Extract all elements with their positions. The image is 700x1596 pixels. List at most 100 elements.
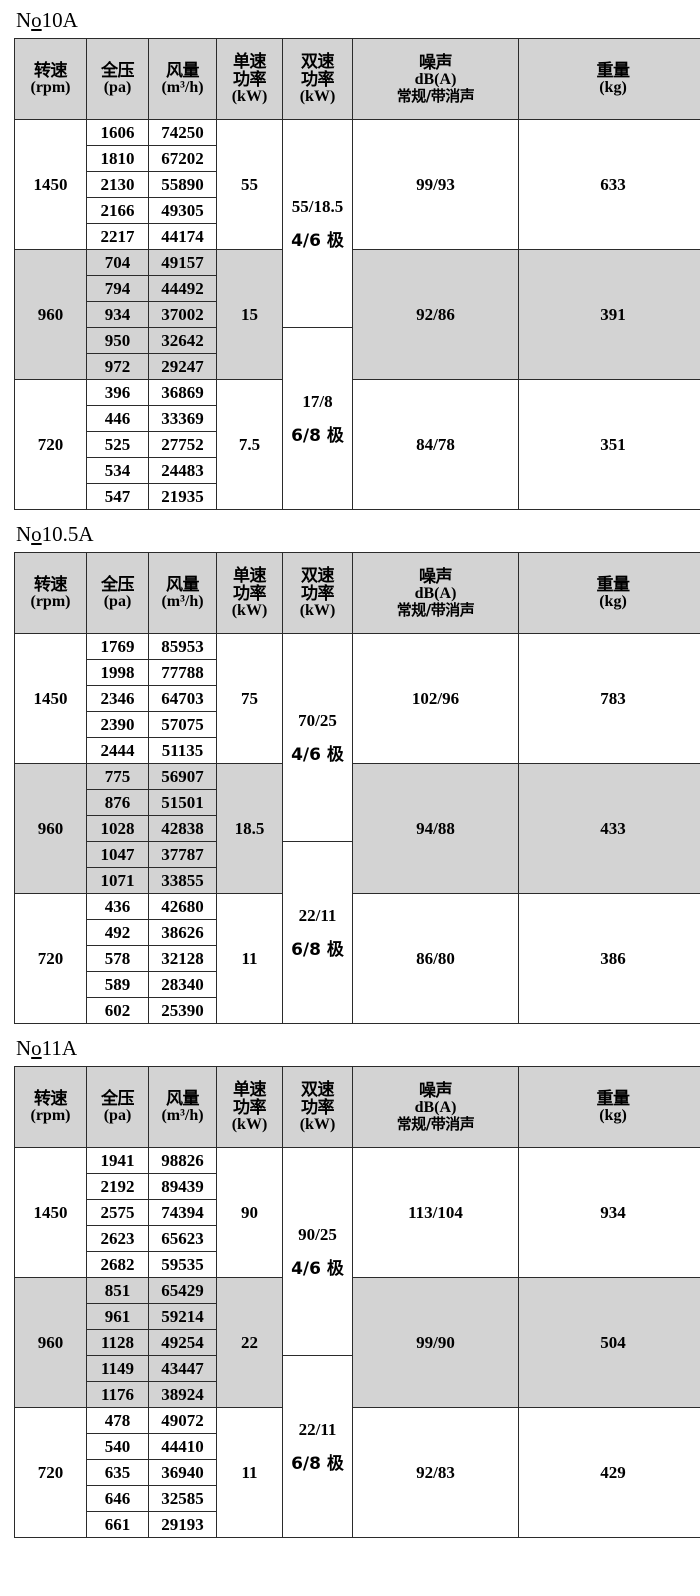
cell-pressure: 1047 [86,841,149,868]
col-header-weight-text: 重量 (kg) [596,60,631,96]
cell-rpm: 960 [14,763,87,894]
cell-flow: 74394 [148,1199,217,1226]
cell-flow: 36869 [148,379,217,406]
cell-flow: 42838 [148,815,217,842]
cell-flow: 28340 [148,971,217,998]
cell-pressure: 661 [86,1511,149,1538]
table-row: 2444 51135 [15,737,700,764]
table-row: 578 32128 [15,945,700,972]
cell-weight: 504 [518,1277,700,1408]
dual-power-poles: 4/6 极 [291,230,344,251]
cell-pressure: 1028 [86,815,149,842]
col-header-dual-power: 双速 功率 (kW) [282,552,353,634]
table-row: 720 478 49072 11 92/83 429 [14,1407,700,1538]
cell-weight: 934 [518,1147,700,1278]
cell-pressure: 547 [86,483,149,510]
cell-flow: 33369 [148,405,217,432]
cell-rpm: 1450 [14,633,87,764]
cell-pressure: 950 [86,327,149,354]
cell-pressure: 2217 [86,223,149,250]
table-row: 1810 67202 [15,145,700,172]
table-row: 446 33369 [15,405,700,432]
dual-power-value: 22/11 [298,1419,337,1439]
cell-single-power: 11 [216,1407,283,1538]
cell-noise: 94/88 [352,763,519,894]
model-title-o: o [31,1036,42,1060]
cell-single-power: 7.5 [216,379,283,510]
cell-weight: 429 [518,1407,700,1538]
table-row: 540 44410 [15,1433,700,1460]
cell-flow: 98826 [148,1147,217,1174]
cell-flow: 24483 [148,457,217,484]
table-row: 2217 44174 [15,223,700,250]
col-header-single-power: 单速 功率 (kW) [216,38,283,120]
cell-flow: 64703 [148,685,217,712]
table-row: 1128 49254 [15,1329,700,1356]
cell-flow: 49072 [148,1407,217,1434]
cell-pressure: 1128 [86,1329,149,1356]
table-row: 794 44492 [15,275,700,302]
cell-flow: 59214 [148,1303,217,1330]
col-header-pressure: 全压 (pa) [86,552,149,634]
col-header-dual-power-text: 双速 功率 (kW) [299,1079,336,1133]
table-row: 646 32585 [15,1485,700,1512]
cell-rpm: 1450 [14,1147,87,1278]
table-row: 661 29193 [15,1511,700,1538]
table-row: 720 436 42680 11 86/80 386 [14,893,700,1024]
table-row: 1450 1606 74250 55 55/18.5 4/6 极 99/93 633 [14,119,700,328]
cell-pressure: 2444 [86,737,149,764]
cell-flow: 29247 [148,353,217,380]
table-header-row: 转速 (rpm) 全压 (pa) 风量 (m³/h) 单速 功率 (kW) 双速 功率 (kW) 噪声 d… [14,552,700,634]
cell-rpm: 1450 [14,119,87,250]
col-header-noise: 噪声 dB(A) 常规/带消声 [352,552,519,634]
cell-pressure: 602 [86,997,149,1024]
cell-single-power: 55 [216,119,283,250]
model-title: No10.5A [14,514,686,552]
no-mark: No [16,1036,42,1060]
cell-pressure: 2192 [86,1173,149,1200]
cell-pressure: 794 [86,275,149,302]
cell-pressure: 2166 [86,197,149,224]
cell-weight: 351 [518,379,700,510]
cell-noise: 92/86 [352,249,519,380]
table-row: 960 704 49157 15 92/86 391 [14,249,700,380]
cell-flow: 77788 [148,659,217,686]
col-header-rpm: 转速 (rpm) [14,552,87,634]
cell-noise: 84/78 [352,379,519,510]
dual-power-poles: 4/6 极 [291,1258,344,1279]
cell-flow: 44174 [148,223,217,250]
spec-table-body: 1450 1769 85953 75 70/25 4/6 极 102/96 783 1998 77… [14,633,700,1024]
col-header-flow: 风量 (m³/h) [148,38,217,120]
model-title-number: 10.5A [41,522,94,546]
col-header-flow: 风量 (m³/h) [148,1066,217,1148]
cell-pressure: 646 [86,1485,149,1512]
cell-pressure: 961 [86,1303,149,1330]
table-row: 547 21935 [15,483,700,510]
table-row: 1149 43447 22/11 6/8 极 [15,1355,700,1538]
cell-pressure: 396 [86,379,149,406]
col-header-noise-text: 噪声 dB(A) 常规/带消声 [396,1080,475,1133]
table-row: 589 28340 [15,971,700,998]
cell-pressure: 446 [86,405,149,432]
col-header-single-power-text: 单速 功率 (kW) [231,1079,268,1133]
col-header-flow-text: 风量 (m³/h) [161,1088,204,1124]
col-header-flow-text: 风量 (m³/h) [161,574,204,610]
cell-noise: 99/93 [352,119,519,250]
dual-power-poles: 6/8 极 [291,425,344,446]
cell-flow: 85953 [148,633,217,660]
model-title-text: N [16,1036,32,1060]
cell-pressure: 436 [86,893,149,920]
cell-flow: 49157 [148,249,217,276]
dual-power-value: 90/25 [298,1224,337,1244]
cell-flow: 67202 [148,145,217,172]
cell-pressure: 1998 [86,659,149,686]
col-header-pressure: 全压 (pa) [86,38,149,120]
cell-weight: 391 [518,249,700,380]
cell-pressure: 578 [86,945,149,972]
cell-flow: 44492 [148,275,217,302]
dual-power-poles: 4/6 极 [291,744,344,765]
cell-flow: 37787 [148,841,217,868]
col-header-noise-text: 噪声 dB(A) 常规/带消声 [396,52,475,105]
cell-rpm: 960 [14,249,87,380]
dual-power-value: 22/11 [298,905,337,925]
